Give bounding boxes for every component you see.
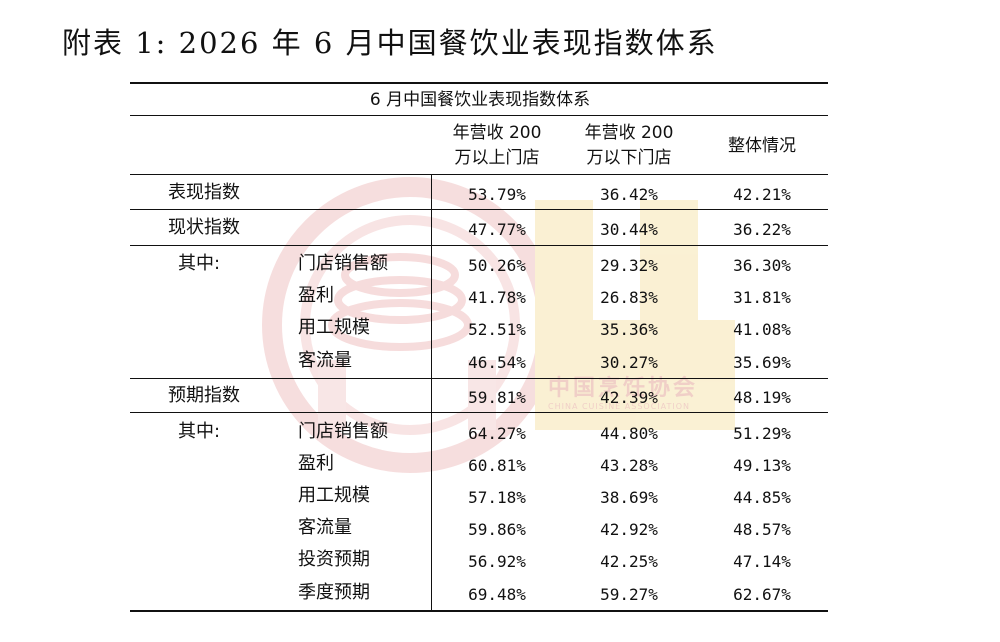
table-cell-value: 31.81% [733,288,791,307]
table-cell-value: 30.27% [600,353,658,372]
table-cell-value: 57.18% [468,488,526,507]
table-cell-value: 52.51% [468,320,526,339]
table-cell-value: 36.42% [600,185,658,204]
table-cell-value: 49.13% [733,456,791,475]
row-group-label: 表现指数 [168,182,240,203]
row-group-label: 预期指数 [168,385,240,406]
table-cell-value: 26.83% [600,288,658,307]
column-header-line: 年营收 200 [452,123,542,143]
table-cell-value: 59.81% [468,388,526,407]
table-cell-value: 41.78% [468,288,526,307]
table-cell-value: 47.77% [468,220,526,239]
column-header-line: 万以上门店 [454,148,540,168]
table-cell-value: 46.54% [468,353,526,372]
table-cell-value: 44.85% [733,488,791,507]
row-item-label: 盈利 [298,453,334,474]
table-rule [130,412,828,413]
row-item-label: 用工规模 [298,317,370,338]
row-item-label: 季度预期 [298,582,370,603]
table-cell-value: 56.92% [468,552,526,571]
table-cell-value: 36.22% [733,220,791,239]
table-cell-value: 64.27% [468,424,526,443]
row-group-label: 其中: [178,421,221,442]
table-cell-value: 35.69% [733,353,791,372]
table-cell-value: 43.28% [600,456,658,475]
row-item-label: 门店销售额 [298,253,388,274]
table-cell-value: 38.69% [600,488,658,507]
table-cell-value: 60.81% [468,456,526,475]
table-cell-value: 44.80% [600,424,658,443]
table-rule [130,174,828,175]
table-cell-value: 59.86% [468,520,526,539]
table-cell-value: 35.36% [600,320,658,339]
row-group-label: 现状指数 [168,217,240,238]
table-cell-value: 41.08% [733,320,791,339]
table-cell-value: 42.39% [600,388,658,407]
column-header: 整体情况 [728,136,796,156]
row-item-label: 客流量 [298,517,352,538]
row-item-label: 投资预期 [298,549,370,570]
table-cell-value: 42.21% [733,185,791,204]
table-rule [130,115,828,116]
table-cell-value: 29.32% [600,256,658,275]
column-header-line: 万以下门店 [586,148,672,168]
document-title: 附表 1: 2026 年 6 月中国餐饮业表现指数体系 [62,26,718,60]
table-cell-value: 48.19% [733,388,791,407]
table-cell-value: 62.67% [733,585,791,604]
table-caption: 6 月中国餐饮业表现指数体系 [369,90,591,110]
table-rule [130,82,828,84]
table-rule [130,245,828,246]
table-cell-value: 42.92% [600,520,658,539]
table-cell-value: 50.26% [468,256,526,275]
row-item-label: 用工规模 [298,485,370,506]
table-cell-value: 47.14% [733,552,791,571]
column-header-line: 年营收 200 [584,123,674,143]
table-cell-value: 69.48% [468,585,526,604]
row-item-label: 门店销售额 [298,421,388,442]
table-cell-value: 48.57% [733,520,791,539]
table-rule [130,610,828,612]
row-item-label: 盈利 [298,285,334,306]
row-group-label: 其中: [178,253,221,274]
table-cell-value: 51.29% [733,424,791,443]
row-item-label: 客流量 [298,350,352,371]
table-cell-value: 36.30% [733,256,791,275]
table-cell-value: 53.79% [468,185,526,204]
table-rule [130,378,828,379]
watermark-text: 中国烹饪协会 [548,376,699,401]
table-cell-value: 30.44% [600,220,658,239]
table-column-divider [431,174,432,610]
table-cell-value: 59.27% [600,585,658,604]
watermark-subtext: CHINA CUISINE ASSOCIATION [548,402,691,411]
table-cell-value: 42.25% [600,552,658,571]
table-rule [130,209,828,210]
